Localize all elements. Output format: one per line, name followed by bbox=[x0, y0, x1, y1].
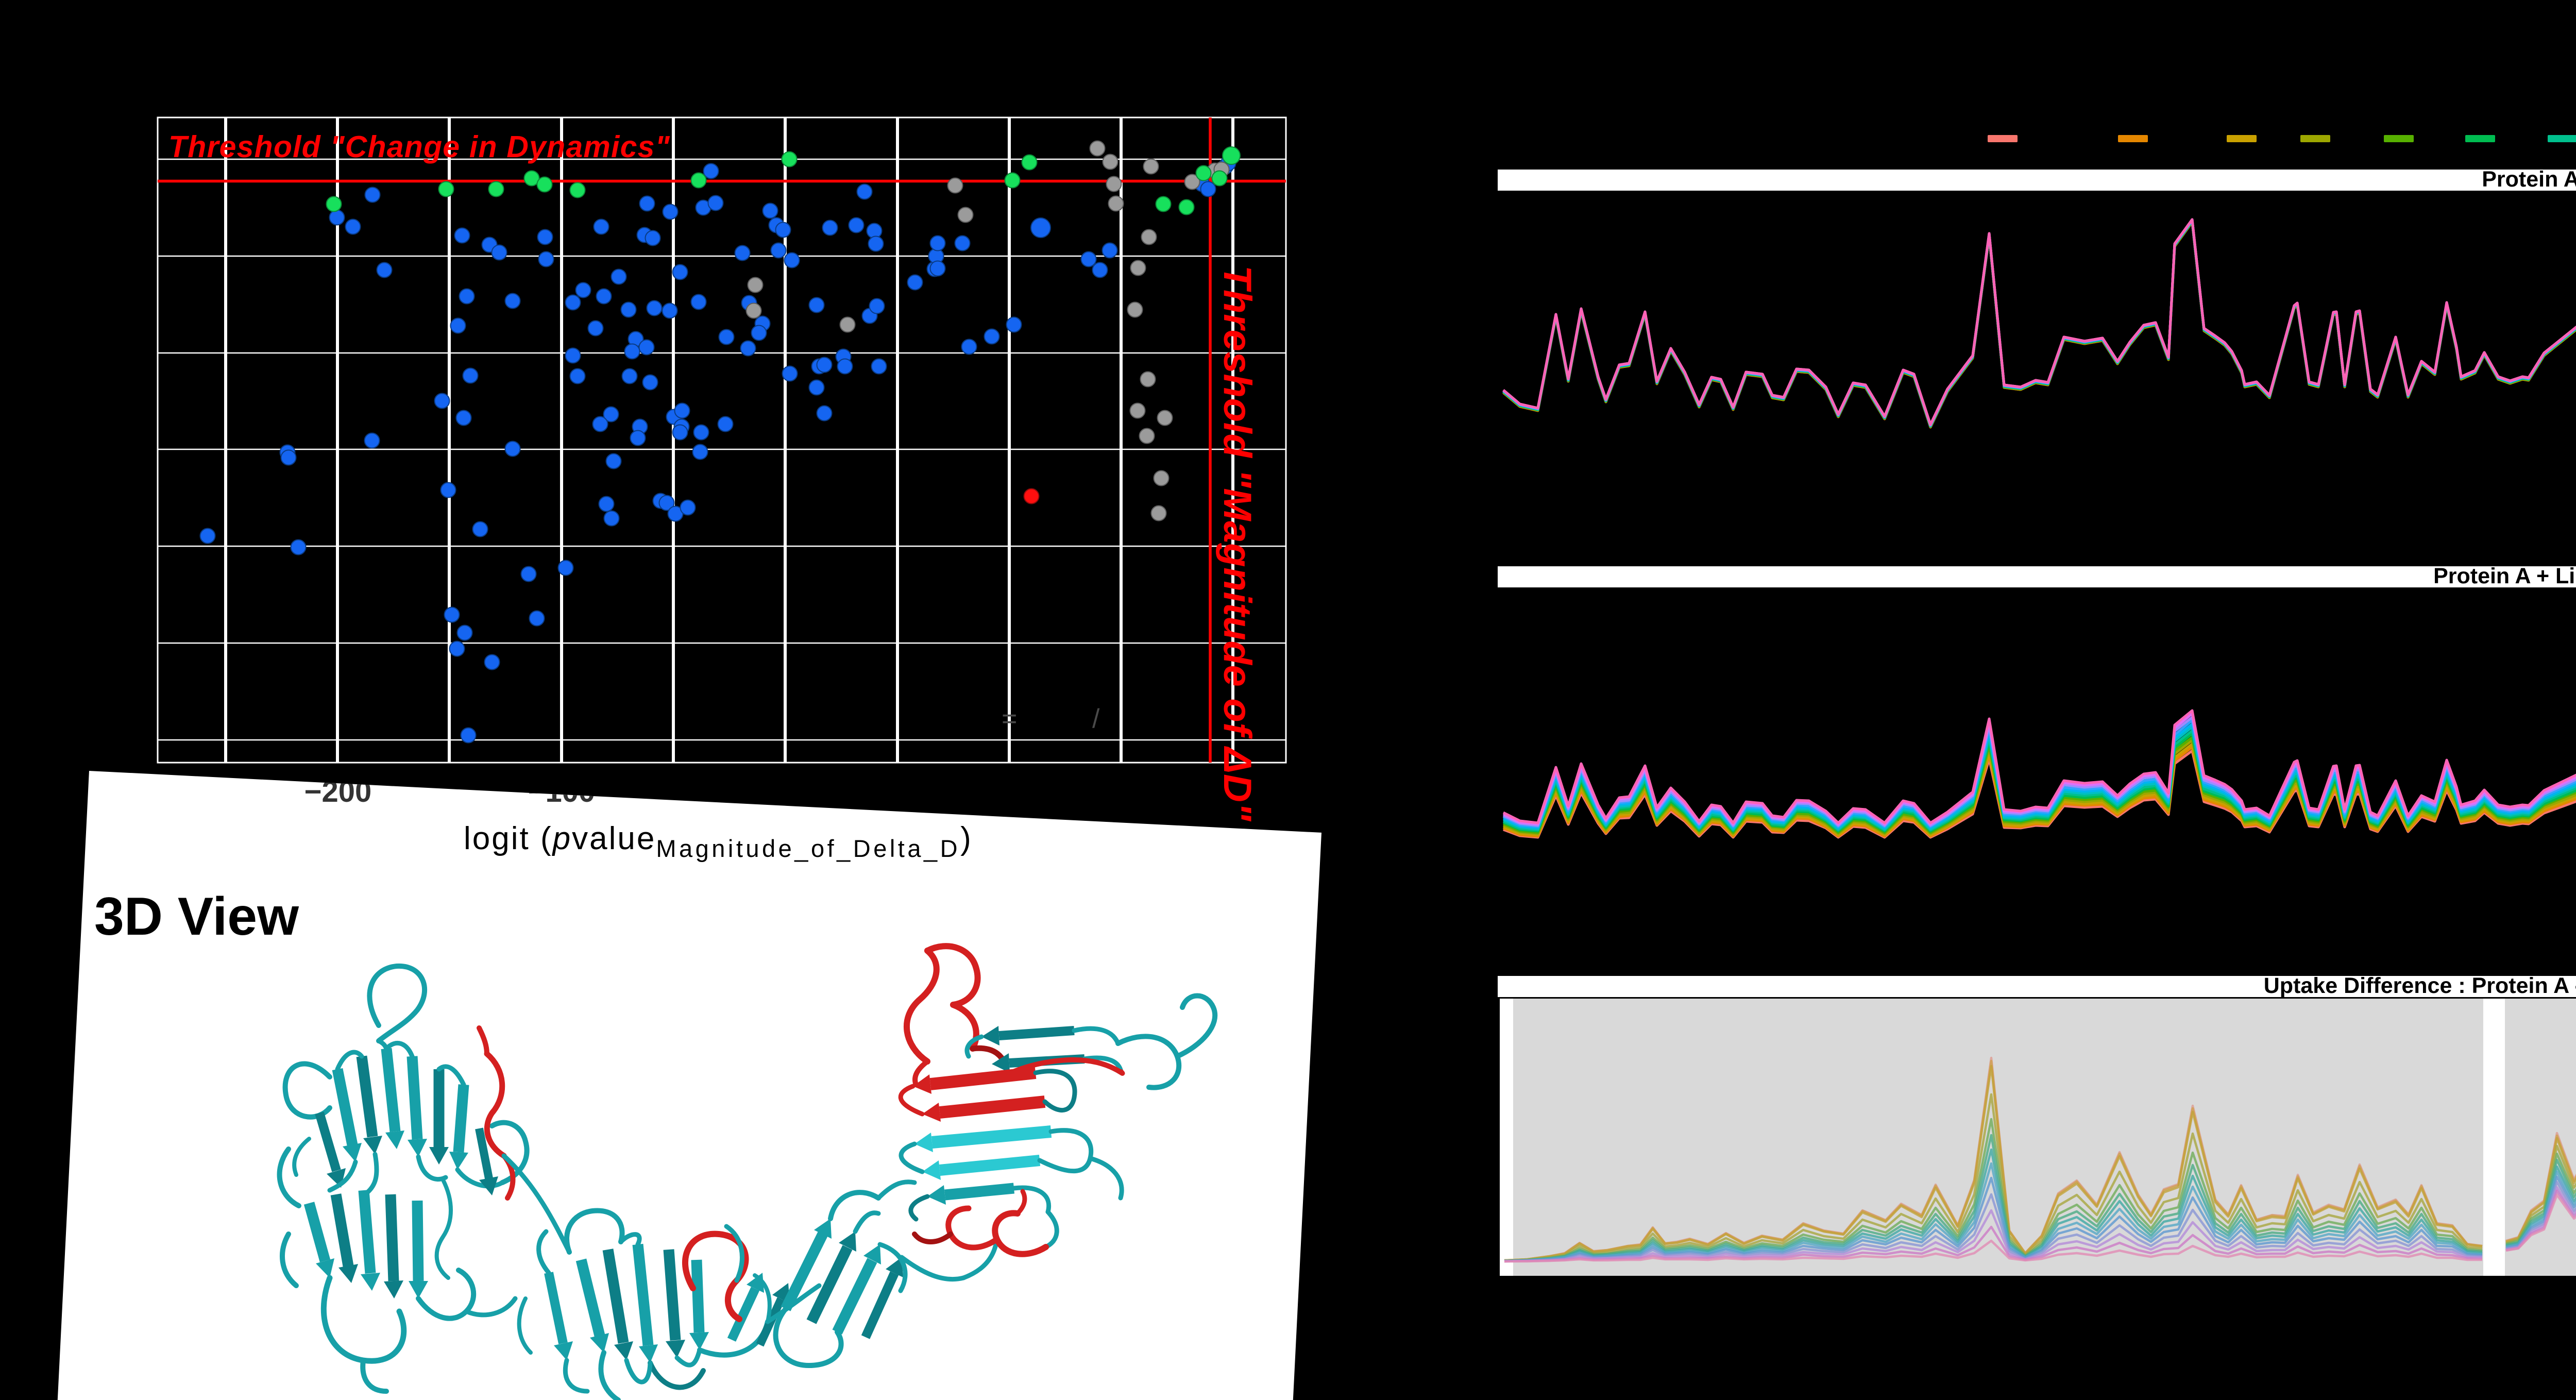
svg-text:logit (pvalueMagnitude_of_Delt: logit (pvalueMagnitude_of_Delta_D) bbox=[464, 821, 973, 862]
svg-text:=: = bbox=[1002, 704, 1017, 734]
svg-text:Protein A + Ligand: Protein A + Ligand bbox=[2433, 564, 2576, 588]
svg-text:/: / bbox=[1092, 704, 1100, 734]
svg-text:Protein A: Protein A bbox=[2482, 167, 2576, 192]
svg-text:Threshold "Magnitude of ΔD": Threshold "Magnitude of ΔD" bbox=[1215, 265, 1259, 822]
svg-text:−100: −100 bbox=[528, 775, 596, 808]
svg-text:Uptake Difference : Protein A: Uptake Difference : Protein A - (Protein… bbox=[2264, 973, 2576, 998]
svg-text:Threshold "Change in Dynamics": Threshold "Change in Dynamics" bbox=[168, 130, 670, 164]
svg-text:−200: −200 bbox=[304, 775, 372, 808]
svg-text:3D View: 3D View bbox=[94, 887, 299, 947]
